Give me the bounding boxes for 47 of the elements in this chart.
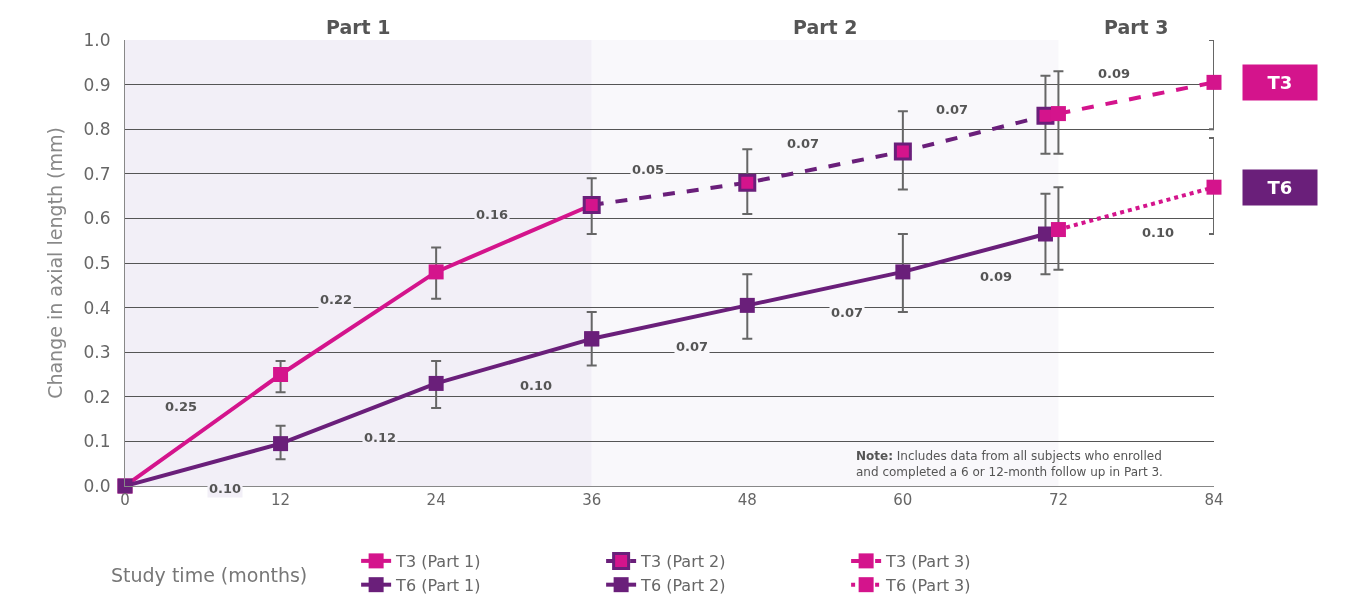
x-tick-label: 84 (1204, 491, 1224, 509)
y-tick-label: 0.5 (83, 252, 111, 273)
annotation: 0.07 (831, 305, 864, 320)
text: Part 3 (1104, 16, 1169, 38)
x-tick-label: 48 (737, 491, 757, 509)
annotation: 0.09 (1098, 66, 1131, 81)
y-tick-label: 0.1 (83, 431, 111, 452)
y-axis-title: Change in axial length (mm) (44, 127, 67, 399)
x-tick-label: 60 (893, 491, 913, 509)
annotation: 0.10 (1142, 225, 1175, 240)
x-axis-title: Study time (months) (111, 564, 308, 586)
y-tick-label: 0.0 (83, 475, 111, 496)
x-tick-label: 36 (582, 491, 602, 509)
x-tick-label: 12 (271, 491, 291, 509)
text: T3 (1267, 72, 1293, 93)
legend-label: T3 (Part 3) (885, 552, 971, 572)
legend-label: T3 (Part 2) (640, 552, 726, 572)
legend-label: T6 (Part 1) (395, 575, 481, 595)
band-label: Part 2 (793, 16, 858, 38)
x-tick-label: 72 (1048, 491, 1068, 509)
annotation: 0.07 (787, 136, 820, 151)
annotation: Note: Includes data from all subjects who enrolled and completed a 6 or 12-month follow up in Part 3. (856, 449, 1163, 479)
annotation: 0.10 (520, 378, 553, 393)
legend-label: T3 (Part 1) (395, 552, 481, 572)
annotation: 0.10 (209, 481, 242, 496)
y-tick-label: 0.7 (83, 163, 111, 184)
x-tick-label: 24 (426, 491, 446, 509)
y-tick-label: 0.4 (83, 297, 111, 318)
annotation: 0.09 (980, 269, 1013, 284)
y-tick-label: 0.3 (83, 342, 111, 363)
legend-label: T6 (Part 2) (640, 575, 726, 595)
y-tick-label: 0.8 (83, 119, 111, 140)
y-tick-label: 0.6 (83, 208, 111, 229)
annotation: 0.07 (936, 102, 969, 117)
y-tick-label: 1.0 (83, 29, 111, 50)
annotation: 0.22 (320, 292, 353, 307)
y-tick-label: 0.9 (83, 74, 111, 95)
annotation: 0.25 (165, 399, 198, 414)
legend-label: T6 (Part 3) (885, 575, 971, 595)
annotation: 0.07 (676, 339, 709, 354)
band-label: Part 1 (326, 16, 391, 38)
text: T6 (1267, 177, 1293, 198)
y-tick-label: 0.2 (83, 386, 111, 407)
annotation: 0.05 (632, 162, 665, 177)
annotation: 0.16 (476, 207, 509, 222)
x-tick-label: 0 (120, 491, 130, 509)
annotation: 0.12 (364, 430, 397, 445)
